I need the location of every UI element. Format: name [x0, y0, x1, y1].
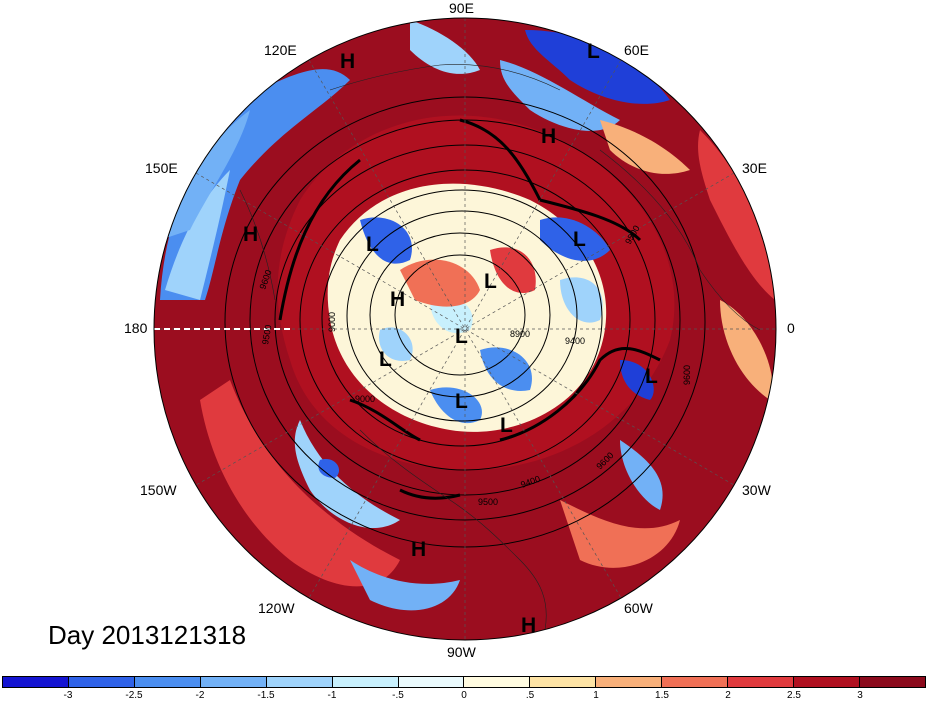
low-pressure-label: L	[366, 233, 379, 256]
colorbar-swatch	[859, 677, 925, 687]
contour-label: 9000	[355, 394, 375, 404]
lon-label-30w: 30W	[742, 482, 771, 498]
lon-label-180: 180	[124, 320, 148, 336]
high-pressure-label: H	[340, 50, 356, 73]
colorbar-swatch	[134, 677, 201, 687]
colorbar-tick-label: -2	[195, 690, 205, 701]
colorbar-swatch	[200, 677, 267, 687]
lon-label-150e: 150E	[145, 160, 178, 176]
colorbar-tick-label: -2.5	[125, 690, 143, 701]
colorbar-swatch	[398, 677, 465, 687]
colorbar-swatch	[662, 677, 729, 687]
colorbar-swatch	[794, 677, 860, 687]
low-pressure-label: L	[484, 270, 497, 293]
lon-label-120e: 120E	[264, 42, 297, 58]
colorbar-tick-label: -1.5	[257, 690, 275, 701]
contour-label: 9500	[478, 497, 498, 507]
low-pressure-label: L	[587, 40, 600, 63]
colorbar-tick-label: 2	[725, 690, 731, 701]
contour-label: 9500	[260, 324, 273, 345]
colorbar-tick-label: 0	[461, 690, 467, 701]
contour-label: 9400	[565, 336, 585, 346]
colorbar	[2, 676, 926, 688]
contour-label: 9600	[682, 365, 692, 385]
colorbar-tick-label: 3	[857, 690, 863, 701]
colorbar-swatch	[3, 677, 69, 687]
contour-label: 9000	[327, 312, 337, 332]
low-pressure-label: L	[455, 325, 468, 348]
lon-label-90w: 90W	[447, 644, 476, 660]
lon-label-120w: 120W	[258, 600, 295, 616]
contour-label: 9600	[594, 450, 615, 471]
colorbar-swatch	[332, 677, 399, 687]
colorbar-tick-label: 2.5	[787, 690, 801, 701]
lon-label-0: 0	[787, 320, 795, 336]
field-blue-north	[525, 30, 670, 104]
high-pressure-label: H	[521, 614, 537, 637]
lon-label-60e: 60E	[624, 42, 649, 58]
high-pressure-label: H	[411, 538, 427, 561]
colorbar-tick-label: -.5	[392, 690, 404, 701]
lon-label-150w: 150W	[140, 482, 177, 498]
colorbar-swatch	[596, 677, 663, 687]
colorbar-swatch	[68, 677, 135, 687]
colorbar-tick-label: -3	[63, 690, 73, 701]
day-title: Day 2013121318	[48, 620, 247, 650]
colorbar-swatch	[728, 677, 795, 687]
colorbar-swatch	[464, 677, 531, 687]
colorbar-tick-label: 1.5	[655, 690, 669, 701]
high-pressure-label: H	[390, 288, 406, 311]
coastlines	[239, 64, 761, 631]
high-pressure-label: H	[541, 125, 557, 148]
colorbar-tick-label: -1	[327, 690, 337, 701]
colorbar-tick-label: 1	[593, 690, 599, 701]
map-border	[153, 17, 777, 641]
low-pressure-label: L	[379, 348, 392, 371]
graticule	[154, 18, 776, 640]
lon-label-60w: 60W	[624, 600, 653, 616]
low-pressure-label: L	[500, 414, 513, 437]
contour-label: 9500	[623, 224, 642, 246]
colorbar-swatch	[530, 677, 597, 687]
lon-label-90e: 90E	[449, 0, 474, 16]
colorbar-tick-label: .5	[525, 690, 535, 701]
low-pressure-label: L	[455, 390, 468, 413]
jet-contours	[278, 118, 661, 500]
contour-label: 9400	[519, 474, 541, 490]
high-pressure-label: H	[243, 223, 259, 246]
lon-label-30e: 30E	[742, 160, 767, 176]
low-pressure-label: L	[645, 365, 658, 388]
contour-label: 9600	[257, 268, 273, 290]
colorbar-swatch	[266, 677, 333, 687]
contour-label: 8900	[510, 329, 530, 339]
low-pressure-label: L	[573, 228, 586, 251]
